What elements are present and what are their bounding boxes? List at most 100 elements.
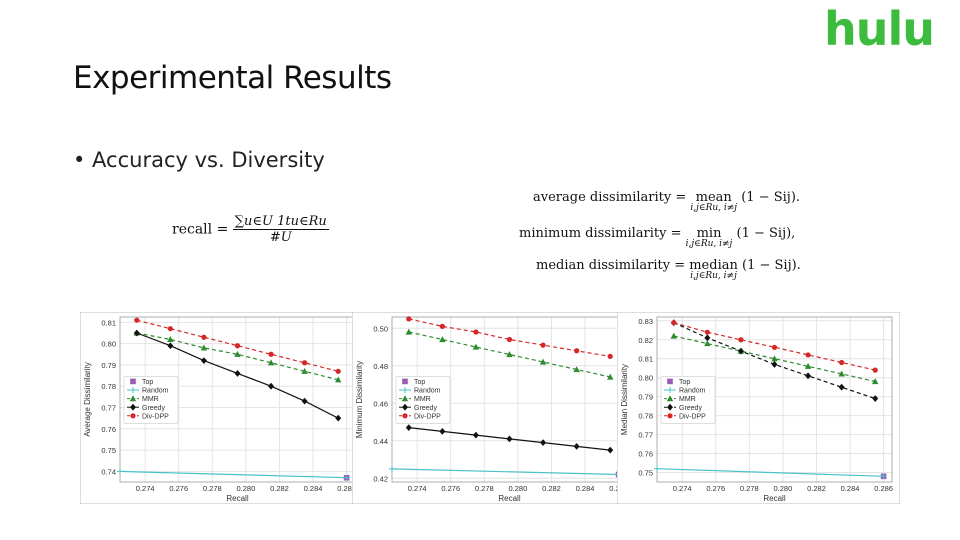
chart-2-series-1-point-0	[654, 465, 660, 472]
chart-2-xlabel: Recall	[763, 494, 785, 503]
avg-rhs: (1 − Sij).	[741, 190, 801, 205]
chart-1-series-2-point-1	[439, 336, 446, 343]
chart-1-legend-marker-0	[402, 378, 408, 385]
chart-2-series-3-point-1	[704, 334, 711, 342]
chart-0-series-3-point-4	[268, 382, 275, 390]
chart-0-ytick-5: 0.79	[101, 361, 116, 370]
chart-1-series-2-point-5	[573, 366, 580, 373]
chart-0-xtick-3: 0.280	[237, 484, 256, 493]
chart-2-ytick-3: 0.78	[638, 412, 653, 421]
chart-1-series-3-point-2	[472, 431, 479, 439]
chart-2-xtick-1: 0.276	[706, 484, 725, 493]
chart-1-ytick-0: 0.42	[373, 474, 388, 483]
chart-1-series-4-point-4	[540, 342, 546, 348]
chart-1-xtick-0: 0.274	[408, 484, 427, 493]
chart-2-series-4-point-4	[805, 352, 811, 358]
chart-2-series-1-point-1	[880, 473, 887, 480]
chart-0-legend-marker-2	[129, 395, 137, 402]
chart-2-series-2-point-1	[704, 340, 711, 347]
median-dissimilarity-equation: median dissimilarity = median i,j∈Ru, i≠…	[536, 258, 801, 281]
chart-2-ytick-2: 0.77	[638, 431, 653, 440]
chart-1-legend-marker-4	[402, 413, 408, 419]
chart-0-legend-marker-1	[130, 387, 136, 393]
chart-2-ytick-1: 0.76	[638, 450, 653, 459]
chart-2-ytick-6: 0.81	[638, 355, 653, 364]
chart-0-series-1-point-1	[343, 474, 350, 481]
chart-0-series-3-point-5	[301, 397, 308, 405]
chart-0-series-2-point-6	[335, 376, 342, 383]
chart-0-series-2-point-2	[200, 344, 208, 351]
chart-1-legend-marker-3	[402, 403, 408, 411]
chart-2-legend-label-4: Div-DPP	[679, 413, 706, 420]
recall-numerator: ∑u∈U 1tu∈Ru	[232, 214, 329, 230]
recall-lhs: recall =	[172, 221, 229, 238]
chart-2-xtick-5: 0.284	[841, 484, 860, 493]
chart-1-series-1-line	[391, 468, 619, 476]
chart-2-series-1-line	[656, 468, 884, 477]
chart-1-legend-marker-2	[401, 395, 409, 402]
chart-0-series-4-point-0	[134, 317, 140, 323]
chart-1-xtick-5: 0.284	[576, 484, 595, 493]
chart-1-legend-label-3: Greedy	[414, 405, 437, 412]
chart-1-xtick-2: 0.278	[475, 484, 494, 493]
avg-op-sub: i,j∈Ru, i≠j	[690, 203, 738, 213]
chart-2-series-4-point-0	[671, 320, 677, 326]
recall-fraction: ∑u∈U 1tu∈Ru #U	[232, 214, 329, 245]
med-op-sub: i,j∈Ru, i≠j	[690, 271, 737, 281]
chart-0-legend-marker-3	[130, 403, 136, 411]
chart-2-series-4-point-1	[704, 329, 710, 335]
chart-0-ytick-6: 0.80	[101, 340, 116, 349]
chart-0-xtick-4: 0.282	[270, 484, 289, 493]
chart-0-legend-label-3: Greedy	[142, 405, 165, 412]
chart-2-series-3-point-3	[771, 361, 778, 368]
min-op-sub: i,j∈Ru, i≠j	[685, 239, 733, 249]
recall-denominator: #U	[269, 230, 292, 245]
chart-2-series-4-point-2	[738, 337, 744, 343]
chart-1-frame	[352, 312, 635, 504]
chart-2-ytick-5: 0.80	[638, 374, 653, 383]
chart-1-series-2-point-3	[506, 351, 513, 358]
chart-0-svg: 0.74 0.75 0.76 0.77 0.78 0.79 0.80 0.81 0.274 0.2…	[80, 312, 363, 504]
chart-0-ylabel: Average Dissimilarity	[83, 362, 92, 437]
chart-1-series-3-point-5	[573, 442, 580, 450]
chart-1-series-4-point-1	[439, 323, 445, 329]
chart-2-legend-label-3: Greedy	[679, 405, 702, 412]
average-dissimilarity-equation: average dissimilarity = mean i,j∈Ru, i≠j…	[533, 190, 800, 213]
chart-2-legend-label-1: Random	[679, 388, 706, 395]
chart-0-series-4-point-6	[335, 368, 341, 374]
chart-0-series-4-point-1	[167, 326, 173, 332]
avg-lhs: average dissimilarity =	[533, 190, 687, 205]
med-rhs: (1 − Sij).	[742, 258, 801, 273]
chart-1-series-3-point-4	[540, 439, 547, 447]
chart-0-xtick-0: 0.274	[136, 484, 155, 493]
chart-1-series-2-point-4	[539, 358, 547, 365]
chart-1-series-1-point-0	[389, 465, 395, 472]
chart-2-series-3-point-6	[872, 395, 879, 402]
chart-1-series-2-point-2	[472, 343, 480, 350]
chart-0-xtick-2: 0.278	[203, 484, 222, 493]
chart-1-series-4-point-3	[506, 336, 513, 343]
chart-1-legend-label-4: Div-DPP	[414, 413, 441, 420]
med-op-name: median	[689, 258, 738, 273]
chart-2-ytick-8: 0.83	[638, 317, 653, 326]
chart-0-series-1-point-0	[117, 468, 123, 475]
chart-1-xtick-4: 0.282	[542, 484, 561, 493]
chart-2-xtick-4: 0.282	[807, 484, 826, 493]
chart-2-legend-marker-0	[667, 378, 673, 385]
slide-title: Experimental Results	[73, 60, 392, 96]
chart-1-ytick-3: 0.48	[373, 362, 388, 371]
chart-1-legend-marker-1	[402, 387, 408, 393]
chart-2-series-2-point-0	[670, 332, 677, 339]
chart-2-legend-marker-3	[667, 403, 673, 411]
chart-0-legend-label-0: Top	[142, 379, 153, 386]
chart-1-series-2-point-6	[607, 373, 614, 380]
chart-1-svg: 0.42 0.44 0.46 0.48 0.50 0.274 0.276 0.278 0.280…	[352, 312, 635, 504]
chart-1-ytick-1: 0.44	[373, 437, 388, 446]
chart-1-xlabel: Recall	[498, 494, 520, 503]
chart-2-series-2-point-5	[838, 370, 845, 377]
med-lhs: median dissimilarity =	[536, 258, 686, 273]
avg-operator: mean i,j∈Ru, i≠j	[690, 190, 737, 213]
chart-2-series-4-point-3	[771, 344, 778, 350]
chart-0-legend-label-2: MMR	[142, 396, 159, 403]
chart-2-series-3-point-2	[737, 347, 744, 355]
